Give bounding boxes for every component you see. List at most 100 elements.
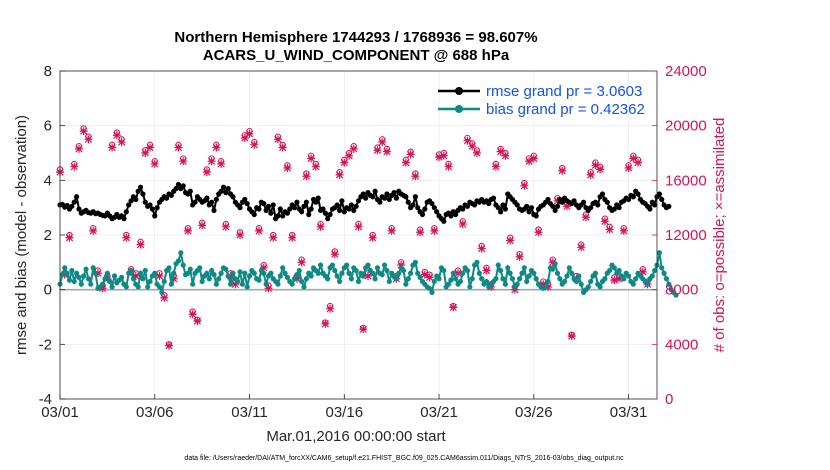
rmse-point [339, 198, 345, 204]
bias-point [81, 273, 87, 279]
bias-point [393, 276, 400, 282]
obs-assimilated-point [283, 164, 292, 173]
bias-point [90, 265, 96, 271]
bias-point [199, 278, 205, 285]
rmse-point [405, 199, 411, 205]
x-tick-label: 03/16 [326, 404, 364, 421]
bias-point [479, 276, 485, 282]
rmse-point [251, 211, 257, 218]
obs-assimilated-point [79, 127, 88, 136]
obs-assimilated-point [221, 222, 230, 231]
bias-point [661, 270, 667, 276]
bias-point [256, 277, 262, 283]
bias-point [159, 289, 165, 295]
bias-point [656, 250, 662, 256]
x-tick-label: 03/11 [231, 404, 267, 421]
obs-assimilated-point [302, 172, 311, 181]
obs-assimilated-point [212, 143, 221, 152]
x-tick-label: 03/26 [515, 404, 553, 421]
rmse-point [204, 195, 210, 201]
obs-assimilated-point [169, 274, 178, 283]
y-tick-label: 2 [44, 227, 52, 244]
rmse-point [431, 205, 437, 211]
legend-rmse-label: rmse grand pr = 3.0603 [486, 83, 642, 100]
bias-point [621, 276, 627, 282]
rmse-point [137, 184, 144, 190]
rmse-point [419, 211, 426, 218]
x-axis-label: Mar.01,2016 00:00:00 start [266, 428, 446, 445]
obs-assimilated-point [586, 170, 595, 179]
bias-point [509, 276, 516, 282]
y-tick-label: 4 [44, 172, 52, 189]
bias-point [576, 273, 582, 279]
legend-bias-label: bias grand pr = 0.42362 [486, 101, 645, 118]
rmse-point [604, 199, 610, 205]
bias-point [505, 265, 511, 271]
bias-point [137, 270, 144, 276]
x-axis-ticks: 03/01 03/06 03/11 03/16 03/21 03/26 03/31 [41, 394, 647, 421]
rmse-point [223, 190, 229, 196]
bias-point [296, 267, 302, 274]
bias-point [644, 281, 651, 287]
obs-assimilated-point [311, 162, 320, 171]
legend-bias-marker [455, 105, 463, 113]
rmse-point [322, 210, 328, 216]
obs-assimilated-point [619, 226, 628, 235]
bias-point [277, 273, 283, 279]
rmse-point [652, 202, 658, 208]
obs-assimilated-point [354, 222, 363, 231]
bias-point [573, 278, 580, 285]
bias-point [507, 270, 513, 276]
rmse-point [533, 213, 539, 219]
rmse-point [448, 213, 454, 219]
y2-tick-label: 12000 [665, 227, 707, 244]
obs-assimilated-point [117, 138, 126, 147]
y2-tick-label: 20000 [665, 118, 707, 135]
obs-assimilated-point [529, 154, 538, 163]
bias-point [666, 281, 672, 287]
bias-point [500, 276, 506, 282]
bias-point [453, 276, 459, 282]
bias-point [557, 276, 563, 282]
obs-assimilated-point [510, 285, 519, 294]
bias-point [66, 277, 73, 283]
obs-assimilated-point [155, 272, 164, 280]
bias-point [436, 276, 442, 282]
bias-point [187, 266, 193, 272]
bias-point [625, 273, 632, 279]
obs-assimilated-point [269, 233, 278, 242]
obs-assimilated-point [345, 151, 354, 160]
rmse-point [360, 191, 366, 197]
bias-point [78, 281, 84, 287]
bias-point [379, 272, 385, 278]
bias-point [348, 276, 354, 282]
bias-point [303, 276, 309, 282]
y-tick-label: 0 [44, 282, 52, 299]
obs-assimilated-point [250, 140, 259, 149]
obs-assimilated-point [534, 228, 543, 237]
rmse-point [384, 191, 390, 197]
bias-point [282, 270, 288, 276]
bias-point [85, 276, 92, 282]
bias-point [502, 281, 508, 287]
bias-point [659, 265, 665, 271]
rmse-point [327, 211, 333, 218]
rmse-point [346, 206, 352, 212]
bias-point [235, 278, 241, 285]
obs-assimilated-point [387, 226, 396, 235]
rmse-point [187, 188, 193, 194]
bias-point [225, 273, 231, 279]
obs-assimilated-point [183, 226, 192, 235]
bias-point [190, 281, 196, 287]
y2-axis-ticks: 0 4000 8000 12000 16000 20000 24000 [652, 63, 707, 408]
bias-point [370, 270, 376, 276]
bias-point [521, 265, 527, 271]
obs-assimilated-point [70, 162, 79, 171]
obs-assimilated-point [449, 303, 458, 312]
rmse-point [244, 200, 250, 207]
obs-assimilated-point [577, 243, 586, 252]
obs-assimilated-point [548, 258, 557, 267]
rmse-series [57, 181, 672, 224]
bias-point [429, 289, 435, 295]
rmse-point [152, 213, 158, 219]
